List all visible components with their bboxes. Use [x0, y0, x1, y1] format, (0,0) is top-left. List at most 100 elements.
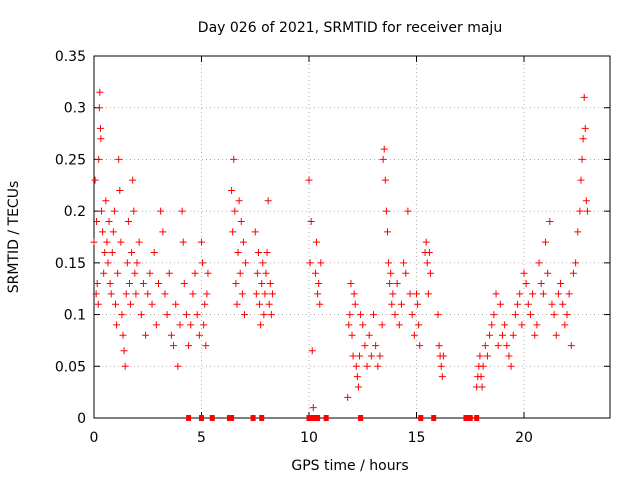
data-point: [357, 311, 365, 319]
y-tick-label: 0.2: [64, 204, 86, 220]
data-point: [348, 331, 356, 339]
data-point: [233, 300, 241, 308]
zero-data-point: [229, 415, 235, 421]
data-point: [123, 259, 131, 267]
zero-data-point: [186, 415, 192, 421]
y-tick-label: 0.1: [64, 308, 86, 324]
data-point: [115, 155, 123, 163]
data-point: [104, 259, 112, 267]
data-point: [309, 404, 317, 412]
data-point: [583, 207, 591, 215]
data-point: [581, 124, 589, 132]
data-point: [161, 290, 169, 298]
data-point: [124, 217, 132, 225]
zero-data-point: [463, 415, 469, 421]
data-point: [251, 228, 259, 236]
data-point: [350, 290, 358, 298]
data-point: [114, 269, 122, 277]
data-point: [363, 362, 371, 370]
data-point: [353, 373, 361, 381]
data-point: [257, 321, 265, 329]
data-point: [95, 155, 103, 163]
data-point: [113, 321, 121, 329]
data-point: [434, 311, 442, 319]
data-point: [539, 290, 547, 298]
data-point: [578, 155, 586, 163]
data-point: [199, 259, 207, 267]
data-point: [98, 207, 106, 215]
data-point: [182, 311, 190, 319]
data-point: [93, 217, 101, 225]
data-point: [230, 155, 238, 163]
data-point: [494, 342, 502, 350]
x-tick-label: 0: [90, 430, 99, 446]
data-point: [130, 207, 138, 215]
chart-title: Day 026 of 2021, SRMTID for receiver maj…: [198, 20, 502, 36]
data-point: [524, 300, 532, 308]
zero-data-point: [310, 415, 316, 421]
data-point: [185, 342, 193, 350]
zero-data-point: [250, 415, 256, 421]
data-point: [94, 300, 102, 308]
data-point: [352, 362, 360, 370]
data-point: [503, 342, 511, 350]
data-point: [180, 280, 188, 288]
data-point: [557, 280, 565, 288]
data-point: [413, 290, 420, 298]
y-tick-label: 0.05: [55, 359, 86, 375]
data-point: [165, 269, 173, 277]
data-point: [252, 290, 260, 298]
data-point: [559, 300, 567, 308]
data-point: [393, 280, 401, 288]
zero-data-point: [431, 415, 437, 421]
data-point: [438, 373, 446, 381]
data-point: [569, 269, 577, 277]
data-point: [268, 290, 276, 298]
zero-data-point: [259, 415, 265, 421]
data-point: [132, 290, 140, 298]
data-point: [267, 311, 275, 319]
data-point: [507, 362, 515, 370]
data-point: [359, 321, 367, 329]
data-point: [492, 290, 500, 298]
axis-ticks: 0 0.05 0.1 0.15 0.2 0.25 0.3 0.35 0 5 10 15 20: [55, 49, 610, 446]
data-point: [522, 280, 530, 288]
data-point: [311, 269, 319, 277]
data-point: [236, 269, 244, 277]
y-tick-label: 0.25: [55, 152, 86, 168]
data-point: [374, 362, 382, 370]
data-point: [229, 228, 237, 236]
data-point: [425, 249, 433, 257]
data-point: [314, 290, 322, 298]
data-point: [131, 269, 139, 277]
data-point: [531, 331, 539, 339]
data-point: [526, 311, 534, 319]
data-point: [198, 238, 205, 246]
x-tick-label: 20: [515, 430, 533, 446]
zero-data-point: [315, 415, 321, 421]
data-point: [410, 331, 418, 339]
data-point: [128, 249, 136, 257]
data-point: [108, 249, 116, 257]
data-point: [157, 207, 165, 215]
data-point: [159, 228, 167, 236]
data-point: [361, 342, 369, 350]
data-point: [347, 280, 355, 288]
data-point: [155, 280, 162, 288]
data-point: [116, 186, 124, 194]
data-point: [490, 311, 498, 319]
data-point: [344, 393, 352, 401]
data-point: [365, 331, 373, 339]
x-axis-label: GPS time / hours: [291, 458, 408, 474]
data-point: [100, 269, 108, 277]
data-point: [262, 269, 270, 277]
data-point: [237, 217, 245, 225]
data-point: [483, 352, 491, 360]
data-point: [317, 259, 325, 267]
data-point: [239, 238, 247, 246]
zero-data-point: [209, 415, 215, 421]
zero-data-point: [306, 415, 312, 421]
data-point: [99, 228, 107, 236]
data-point: [102, 197, 110, 205]
data-point: [96, 88, 104, 96]
